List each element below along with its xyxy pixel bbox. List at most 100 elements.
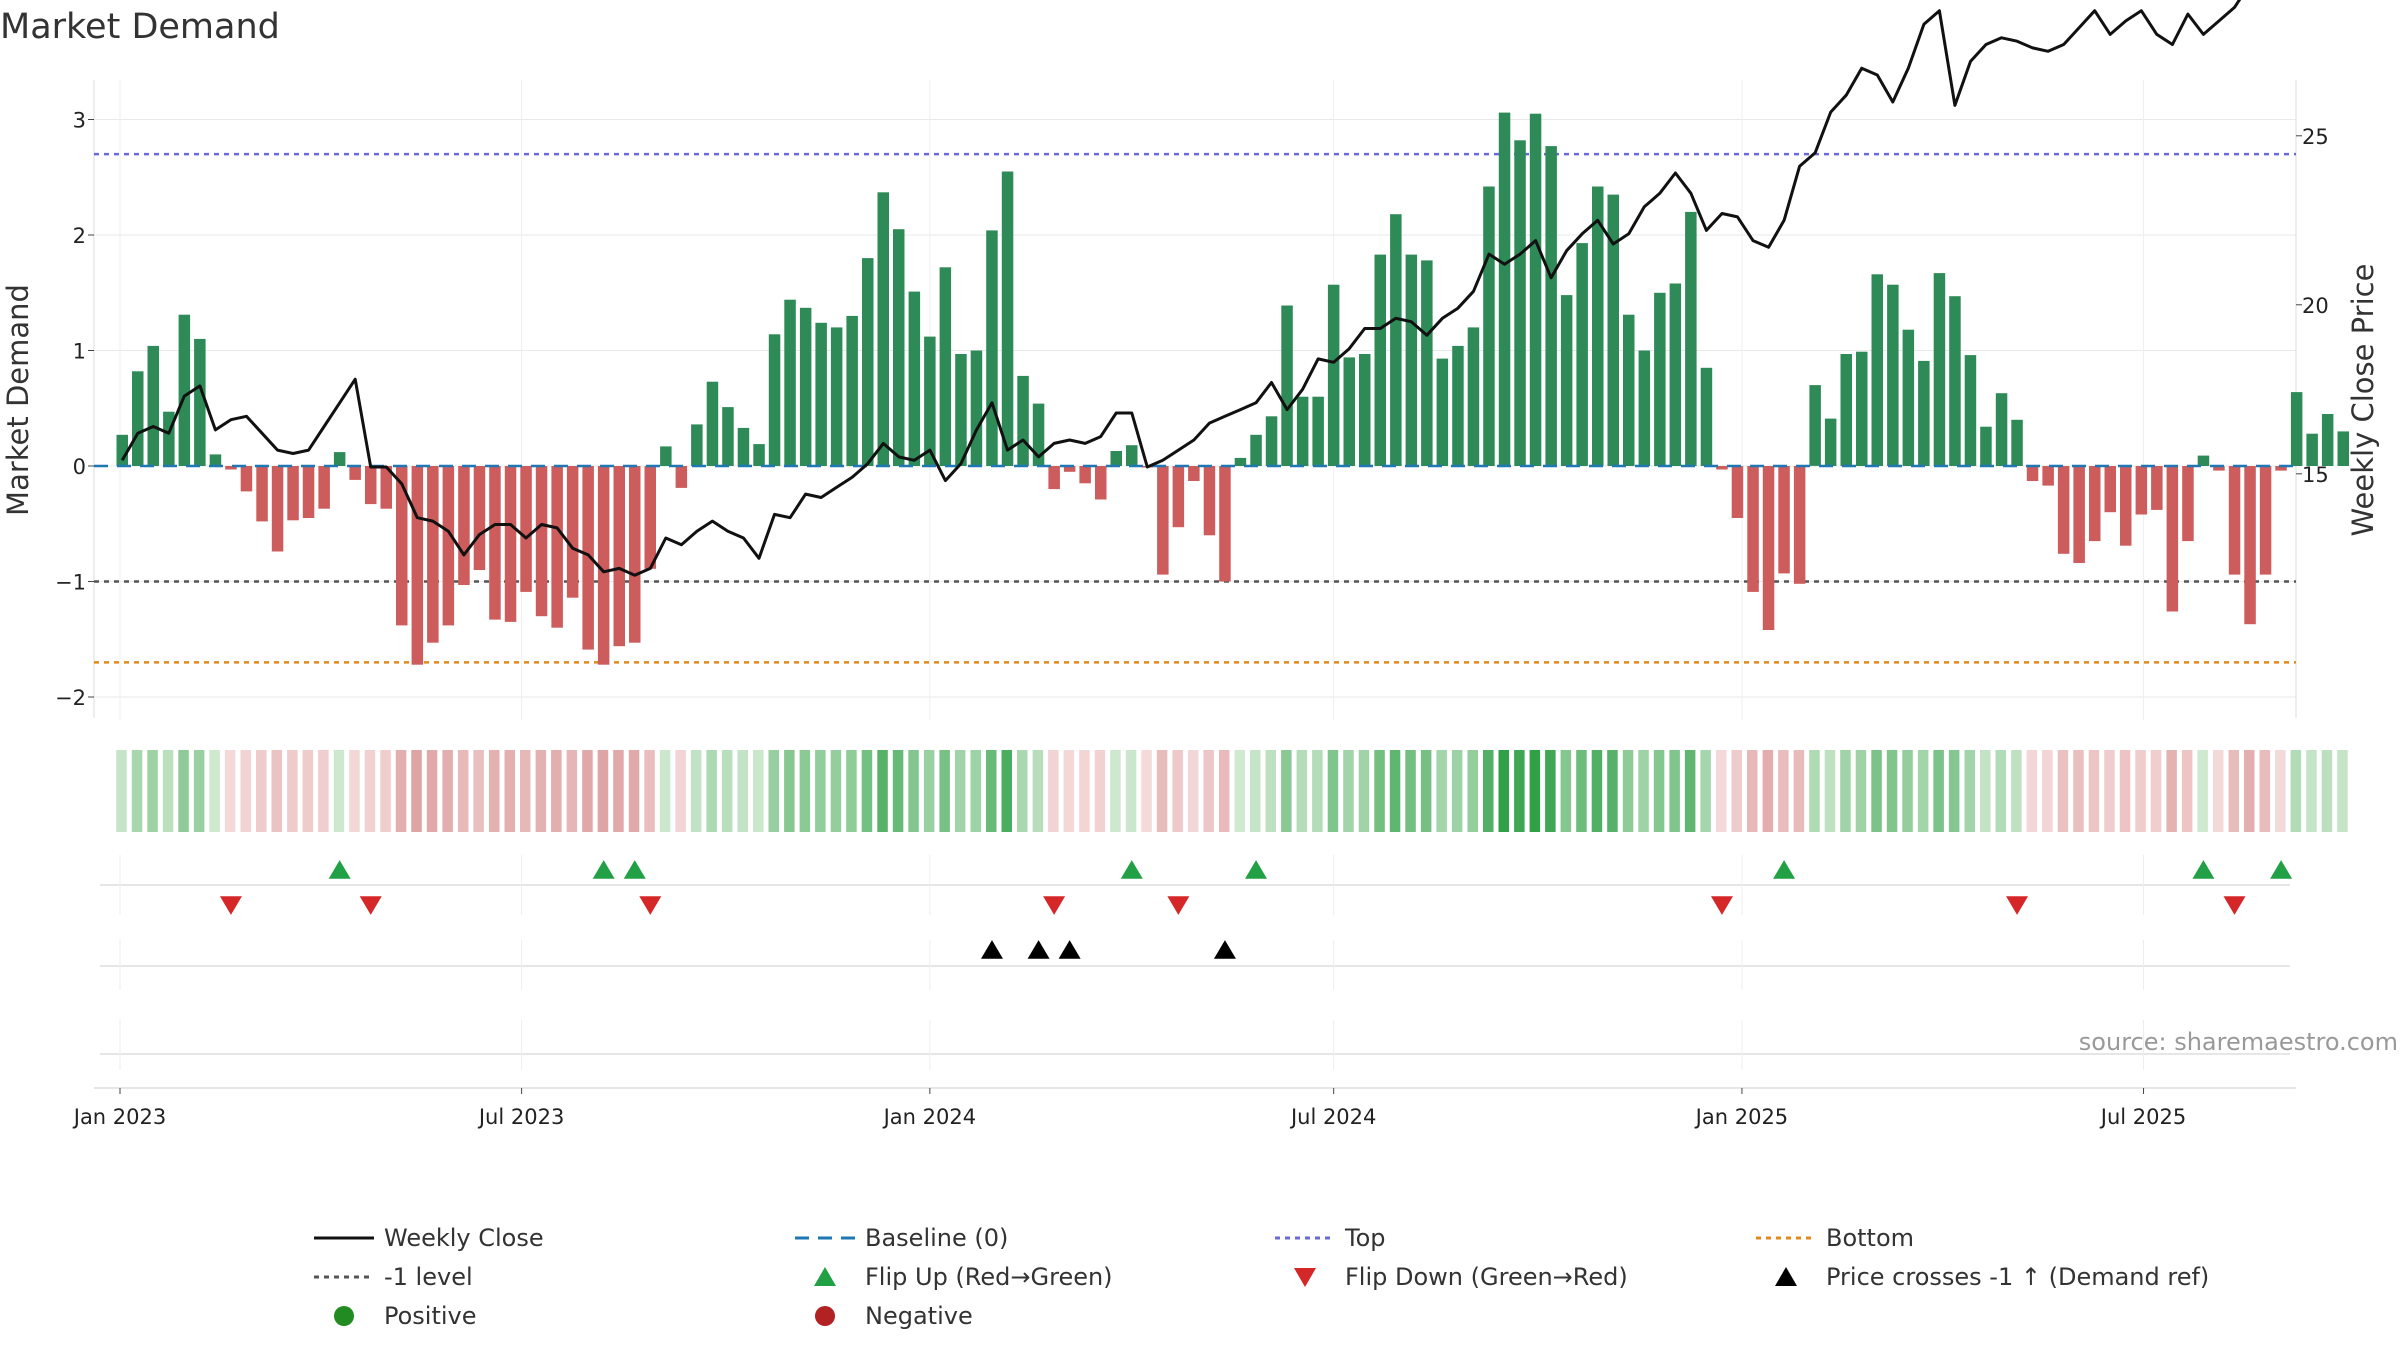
demand-bar <box>1343 357 1355 466</box>
y-tick-label: −2 <box>55 686 86 710</box>
heat-cell <box>1560 750 1572 832</box>
demand-bar <box>908 291 921 466</box>
demand-bar <box>660 446 672 466</box>
demand-bar <box>427 466 439 643</box>
heat-cell <box>2213 750 2224 832</box>
demand-bar <box>1545 146 1557 466</box>
heat-cell <box>1778 750 1789 832</box>
heat-cell <box>2026 750 2038 832</box>
heat-cell <box>1638 750 1649 832</box>
heat-cell <box>1156 750 1168 832</box>
heat-cell <box>1296 750 1308 832</box>
heat-cell <box>489 750 500 832</box>
demand-bar <box>2275 466 2287 471</box>
demand-bar <box>287 466 299 521</box>
heat-cell <box>1389 750 1401 832</box>
demand-bar <box>504 466 517 622</box>
heat-cell <box>349 750 360 832</box>
demand-bar <box>706 381 719 466</box>
legend-swatch-flip-up-red-green <box>814 1267 836 1286</box>
flip-down-marker <box>639 896 662 915</box>
heat-cell <box>2337 750 2348 832</box>
demand-bar <box>349 466 361 480</box>
heat-cell <box>1436 750 1447 832</box>
demand-bar <box>2166 466 2179 612</box>
demand-bar <box>271 466 284 552</box>
heat-cell <box>1529 750 1541 832</box>
heat-cell <box>1203 750 1214 832</box>
heat-cell <box>426 750 438 832</box>
heat-cell <box>846 750 857 832</box>
chart-title: Market Demand <box>0 7 280 47</box>
heat-cell <box>411 750 422 832</box>
demand-bar <box>2042 466 2054 486</box>
demand-bar <box>551 466 563 628</box>
heat-cell <box>473 750 484 832</box>
demand-bars <box>94 112 2349 665</box>
demand-bar <box>675 466 688 488</box>
demand-bar <box>2228 466 2241 575</box>
y2-axis-ticks: 30252015 <box>2296 125 2329 487</box>
heat-cell <box>1374 750 1385 832</box>
demand-bar <box>1079 466 1091 484</box>
heat-cell <box>178 750 189 832</box>
demand-bar <box>1234 457 1247 466</box>
heat-cell <box>1467 750 1478 832</box>
heat-cell <box>271 750 282 832</box>
demand-bar <box>1902 329 1915 466</box>
legend-swatch-flip-down-green-red <box>1294 1268 1316 1287</box>
heat-cell <box>1048 750 1059 832</box>
y-tick-label: 1 <box>73 340 86 364</box>
demand-bar <box>1001 171 1014 466</box>
heat-cell <box>2057 750 2069 832</box>
legend-label-baseline-0: Baseline (0) <box>865 1224 1008 1252</box>
heat-cell <box>892 750 904 832</box>
heat-cell <box>923 750 935 832</box>
heat-cell <box>1591 750 1603 832</box>
demand-bar <box>2026 466 2039 481</box>
heat-cell <box>877 750 888 832</box>
heat-cell <box>954 750 966 832</box>
demand-bar <box>597 466 610 665</box>
reference-lines <box>94 152 2296 664</box>
demand-bar <box>1871 274 1883 466</box>
demand-bar <box>147 345 159 466</box>
demand-bar <box>970 350 983 466</box>
demand-bar <box>1731 466 1744 518</box>
heat-cell <box>2321 750 2333 832</box>
heat-cell <box>1281 750 1292 832</box>
demand-bar <box>1576 243 1588 466</box>
heat-cell <box>768 750 779 832</box>
heat-cell <box>256 750 267 832</box>
heat-cell <box>457 750 469 832</box>
heat-cell <box>582 750 593 832</box>
heat-cell <box>520 750 531 832</box>
demand-bar <box>1762 466 1775 630</box>
heat-cell <box>970 750 981 832</box>
source-credit: source: sharemaestro.com <box>2079 1028 2398 1056</box>
heat-cell <box>597 750 609 832</box>
demand-bar <box>1514 140 1526 467</box>
demand-bar <box>520 466 532 592</box>
demand-bar <box>2321 414 2334 466</box>
y2-tick-label: 15 <box>2302 463 2329 487</box>
heat-cell <box>1576 750 1587 832</box>
demand-bar <box>1405 254 1418 466</box>
flip-down-marker <box>2006 896 2029 915</box>
demand-bar <box>1203 466 1216 536</box>
demand-bar <box>1296 396 1309 466</box>
demand-bar <box>1638 350 1651 466</box>
y-tick-label: −1 <box>55 571 86 595</box>
demand-bar <box>1017 375 1029 466</box>
heat-cell <box>1110 750 1121 832</box>
heat-cell <box>1809 750 1820 832</box>
heat-cell <box>1731 750 1742 832</box>
demand-bar <box>1032 403 1045 466</box>
demand-bar <box>1824 418 1837 466</box>
flip-up-marker <box>1120 860 1143 879</box>
demand-bar <box>629 466 641 643</box>
demand-bar <box>768 334 781 466</box>
demand-bar <box>1048 466 1060 490</box>
heat-cell <box>939 750 950 832</box>
demand-bar <box>209 454 222 466</box>
